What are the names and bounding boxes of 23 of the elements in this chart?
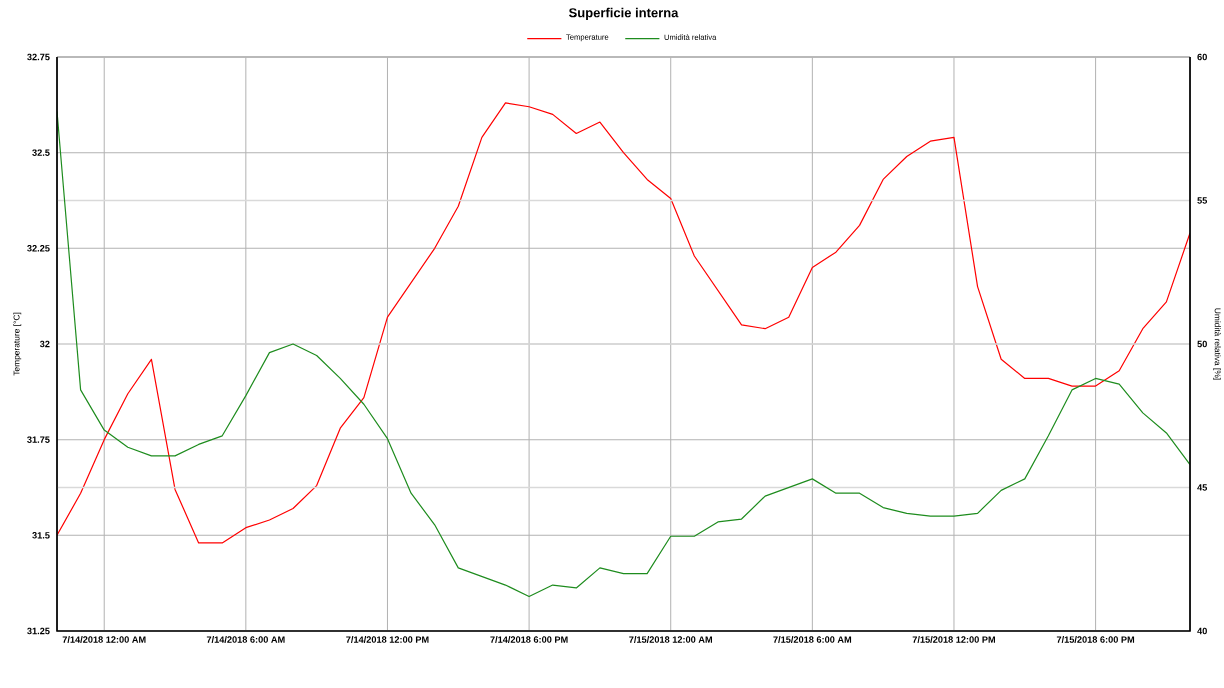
x-tick-label: 7/14/2018 6:00 PM <box>490 636 568 643</box>
y2-tick-label: 40 <box>1197 627 1207 635</box>
y2-tick-label: 55 <box>1197 197 1208 204</box>
y-tick-label: 32 <box>39 340 50 348</box>
y-tick-label: 31.75 <box>27 436 50 443</box>
chart-title: Superficie interna <box>568 7 679 20</box>
x-tick-label: 7/14/2018 6:00 AM <box>206 636 285 643</box>
y-tick-label: 31.5 <box>32 532 50 539</box>
y2-tick-label: 50 <box>1197 340 1207 348</box>
x-tick-label: 7/15/2018 12:00 AM <box>629 636 712 643</box>
y-axis-title: Temperature [°C] <box>13 312 22 376</box>
x-tick-label: 7/15/2018 12:00 PM <box>912 636 995 643</box>
y-tick-label: 32.75 <box>27 53 50 61</box>
x-tick-label: 7/15/2018 6:00 PM <box>1056 636 1135 643</box>
y2-tick-label: 45 <box>1197 484 1208 491</box>
y-tick-label: 32.5 <box>32 149 50 156</box>
y-tick-label: 31.25 <box>27 627 50 635</box>
x-tick-label: 7/14/2018 12:00 AM <box>62 636 146 643</box>
x-tick-label: 7/14/2018 12:00 PM <box>346 636 429 643</box>
y-tick-label: 32.25 <box>27 245 50 252</box>
x-tick-label: 7/15/2018 6:00 AM <box>773 636 852 643</box>
y2-axis-title: Umidità relativa [%] <box>1213 308 1221 380</box>
y2-tick-label: 60 <box>1197 53 1207 61</box>
